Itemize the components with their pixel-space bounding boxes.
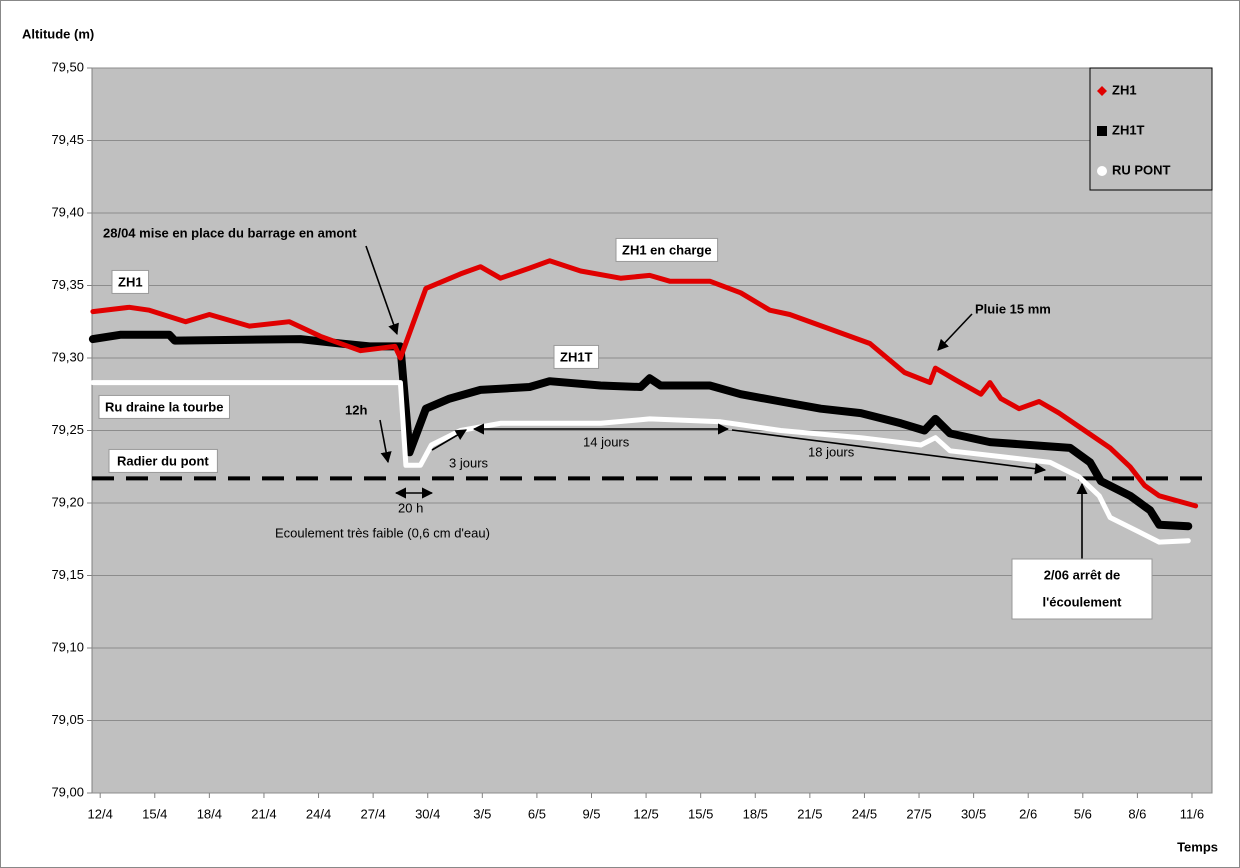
x-tick-label: 12/4 <box>88 806 113 821</box>
x-tick-label: 30/5 <box>961 806 986 821</box>
y-tick-label: 79,45 <box>51 132 84 147</box>
x-tick-label: 24/5 <box>852 806 877 821</box>
annotation-box <box>1011 558 1153 620</box>
x-tick-label: 21/4 <box>251 806 276 821</box>
x-tick-label: 6/5 <box>528 806 546 821</box>
y-tick-label: 79,10 <box>51 639 84 654</box>
annotation: Pluie 15 mm <box>975 301 1051 316</box>
y-tick-label: 79,00 <box>51 784 84 799</box>
legend-box <box>1089 67 1213 191</box>
series-line <box>90 380 1191 545</box>
legend-marker <box>1097 166 1107 176</box>
x-tick-label: 18/5 <box>743 806 768 821</box>
annotation: Ecoulement très faible (0,6 cm d'eau) <box>275 525 490 540</box>
annotation: 12h <box>345 402 367 417</box>
legend-marker <box>1097 126 1107 136</box>
y-tick-label: 79,30 <box>51 349 84 364</box>
x-tick-label: 24/4 <box>306 806 331 821</box>
annotation: 28/04 mise en place du barrage en amont <box>103 225 357 240</box>
annotation-box <box>98 394 230 419</box>
y-tick-label: 79,35 <box>51 277 84 292</box>
x-tick-label: 8/6 <box>1128 806 1146 821</box>
x-tick-label: 27/5 <box>906 806 931 821</box>
annotation: ZH1 en charge <box>622 242 712 257</box>
annotation-box <box>553 344 600 369</box>
y-tick-label: 79,05 <box>51 712 84 727</box>
annotation: Ru draine la tourbe <box>105 399 223 414</box>
annotation: 20 h <box>398 500 423 515</box>
legend-label: ZH1T <box>1112 122 1145 137</box>
x-tick-label: 3/5 <box>473 806 491 821</box>
annotation: ZH1T <box>560 349 593 364</box>
annotation-box <box>111 269 150 294</box>
reference-label: Radier du pont <box>117 453 209 468</box>
annotation: 18 jours <box>808 444 855 459</box>
x-tick-label: 15/4 <box>142 806 167 821</box>
annotation: l'écoulement <box>1043 594 1123 609</box>
y-tick-label: 79,20 <box>51 494 84 509</box>
y-tick-label: 79,25 <box>51 422 84 437</box>
y-tick-label: 79,50 <box>51 59 84 74</box>
y-tick-label: 79,15 <box>51 567 84 582</box>
x-tick-label: 27/4 <box>360 806 385 821</box>
y-axis-label: Altitude (m) <box>22 26 94 41</box>
series-line <box>90 258 1199 509</box>
legend-label: ZH1 <box>1112 82 1137 97</box>
annotation: ZH1 <box>118 274 143 289</box>
x-tick-label: 30/4 <box>415 806 440 821</box>
legend-marker <box>1097 86 1107 96</box>
x-tick-label: 5/6 <box>1074 806 1092 821</box>
x-axis-label: Temps <box>1177 839 1218 854</box>
annotation-box <box>108 448 218 473</box>
x-tick-label: 11/6 <box>1180 806 1204 821</box>
x-tick-label: 21/5 <box>797 806 822 821</box>
y-tick-label: 79,40 <box>51 204 84 219</box>
series-line <box>88 330 1193 531</box>
x-tick-label: 15/5 <box>688 806 713 821</box>
annotation: 2/06 arrêt de <box>1044 567 1121 582</box>
arrows <box>365 245 1088 562</box>
x-tick-label: 2/6 <box>1019 806 1037 821</box>
x-tick-label: 18/4 <box>197 806 222 821</box>
legend-label: RU PONT <box>1112 162 1171 177</box>
x-tick-label: 12/5 <box>633 806 658 821</box>
annotation: 14 jours <box>583 434 630 449</box>
annotation-box <box>615 237 719 262</box>
annotation: 3 jours <box>449 455 489 470</box>
x-tick-label: 9/5 <box>582 806 600 821</box>
